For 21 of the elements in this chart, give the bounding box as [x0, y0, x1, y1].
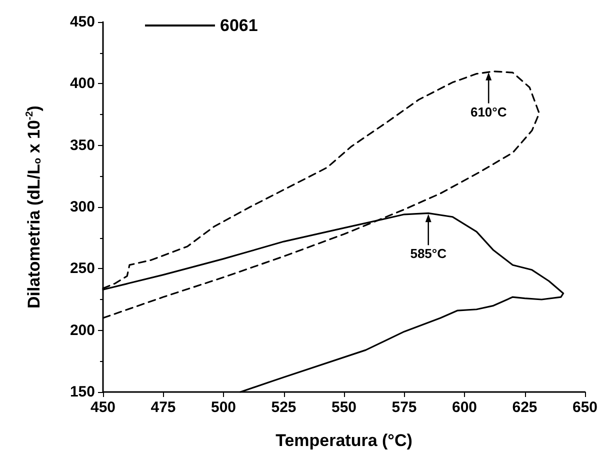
x-tick-label: 600 — [452, 399, 478, 416]
x-tick-label: 550 — [331, 399, 357, 416]
annotation: 585°C — [410, 246, 448, 262]
x-tick-label: 525 — [271, 399, 296, 416]
x-tick-label: 500 — [210, 399, 236, 416]
x-tick-label: 450 — [90, 399, 116, 416]
x-tick-label: 475 — [150, 399, 176, 416]
y-tick-label: 350 — [70, 136, 95, 154]
x-tick-label: 625 — [512, 399, 538, 416]
x-axis-title: Temperatura (°C) — [276, 431, 412, 450]
y-tick-label: 200 — [70, 322, 95, 339]
y-tick-label: 450 — [70, 14, 95, 30]
y-tick-label: 150 — [70, 384, 95, 400]
x-tick-label: 650 — [572, 399, 598, 416]
y-tick-label: 300 — [70, 198, 95, 216]
x-tick-label: 575 — [392, 399, 417, 416]
y-tick-label: 400 — [70, 75, 95, 92]
y-tick-label: 250 — [70, 260, 95, 278]
annotation: 610°C — [470, 104, 508, 120]
legend-label: 6061 — [220, 16, 258, 35]
y-axis-title: Dilatometria (dL/Lo x 10-2) — [24, 106, 44, 308]
